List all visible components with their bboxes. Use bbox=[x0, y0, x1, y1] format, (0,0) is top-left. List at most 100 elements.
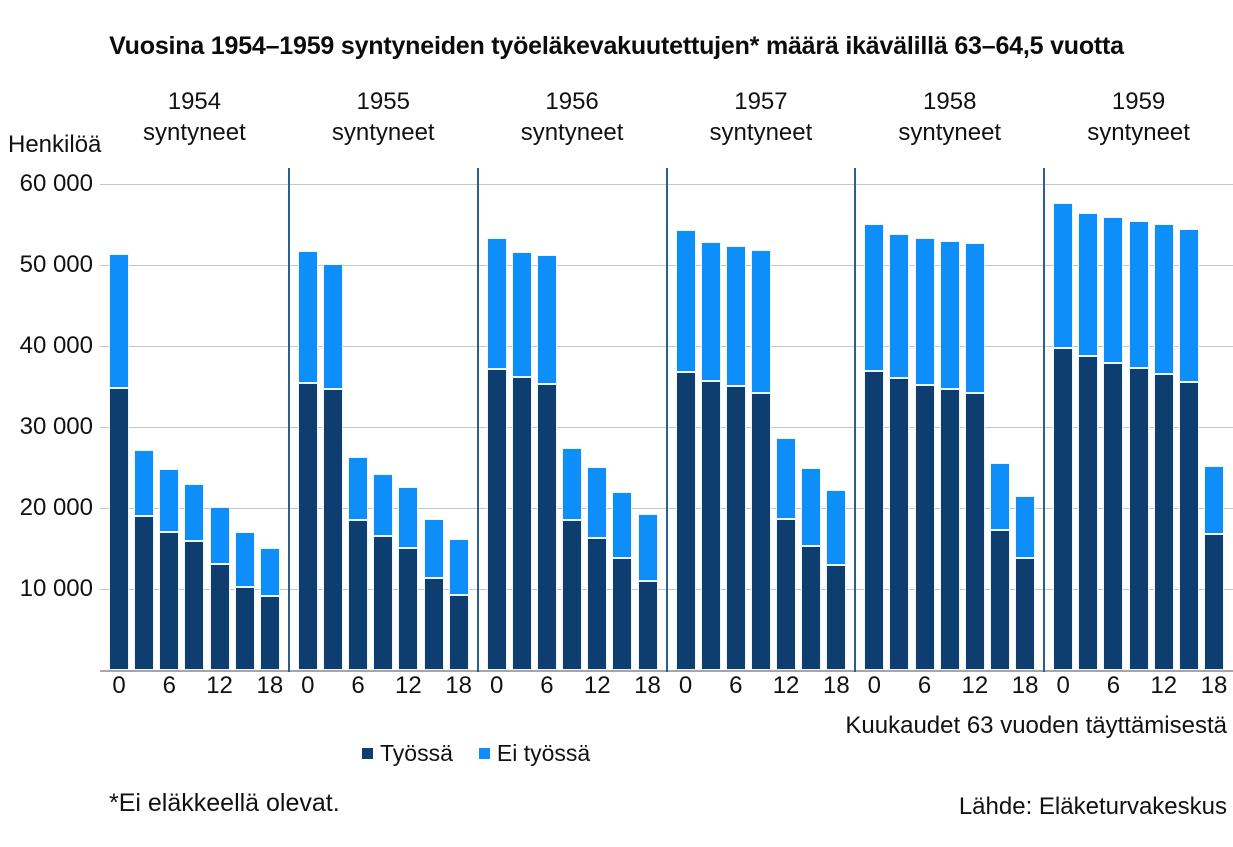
x-tick-label: 6 bbox=[917, 672, 932, 699]
bar-segment-ei-tyossa bbox=[398, 487, 419, 548]
bar-segment-ei-tyossa bbox=[536, 255, 557, 384]
bar-segment-tyossa bbox=[109, 388, 129, 670]
bar-segment-ei-tyossa bbox=[750, 250, 771, 393]
panel-year: 1955 bbox=[356, 88, 410, 115]
x-tick-label: 0 bbox=[678, 672, 693, 699]
legend-label: Työssä bbox=[380, 740, 453, 766]
bar-segment-ei-tyossa bbox=[109, 254, 129, 388]
x-tick-label: 12 bbox=[206, 672, 233, 699]
x-tick-label: 6 bbox=[729, 672, 743, 699]
panel-separator bbox=[665, 168, 668, 672]
bar-segment-tyossa bbox=[159, 532, 180, 670]
bar-segment-tyossa bbox=[1204, 534, 1224, 670]
panel-header: 1956 syntyneet bbox=[478, 86, 667, 148]
bar-segment-tyossa bbox=[134, 516, 155, 670]
x-tick-label: 12 bbox=[583, 672, 611, 699]
bar-segment-ei-tyossa bbox=[864, 224, 885, 371]
bar-segment-ei-tyossa bbox=[914, 238, 935, 385]
bar-segment-tyossa bbox=[864, 371, 885, 670]
bar-segment-tyossa bbox=[612, 558, 633, 670]
bar-segment-tyossa bbox=[637, 581, 658, 670]
bar-segment-ei-tyossa bbox=[1128, 221, 1149, 368]
x-tick-label: 18 bbox=[1200, 672, 1228, 699]
bar-segment-tyossa bbox=[209, 564, 230, 670]
bar-segment-ei-tyossa bbox=[675, 230, 696, 372]
footnote: *Ei eläkkeellä olevat. bbox=[109, 789, 340, 817]
bar-segment-tyossa bbox=[1178, 382, 1199, 670]
bar-segment-ei-tyossa bbox=[1204, 466, 1224, 534]
x-tick-label: 0 bbox=[489, 672, 504, 699]
bar-segment-ei-tyossa bbox=[184, 484, 205, 541]
bar-segment-tyossa bbox=[700, 381, 721, 670]
bar-segment-tyossa bbox=[348, 520, 369, 670]
bar-segment-ei-tyossa bbox=[939, 241, 960, 389]
bar-segment-ei-tyossa bbox=[587, 467, 608, 538]
bar-segment-ei-tyossa bbox=[134, 450, 155, 516]
bar-segment-ei-tyossa bbox=[801, 468, 822, 546]
legend-item: Ei työssä bbox=[478, 740, 591, 767]
panel-header: 1954 syntyneet bbox=[100, 86, 289, 148]
bar-segment-tyossa bbox=[826, 565, 847, 670]
source-credit: Lähde: Eläketurvakeskus bbox=[958, 793, 1227, 820]
x-tick-label: 18 bbox=[822, 672, 850, 699]
bar-segment-ei-tyossa bbox=[373, 474, 394, 536]
bar-segment-ei-tyossa bbox=[637, 514, 658, 581]
bar-segment-tyossa bbox=[373, 536, 394, 670]
bar-segment-tyossa bbox=[398, 548, 419, 670]
y-tick-label: 10 000 bbox=[19, 575, 93, 602]
bar-segment-ei-tyossa bbox=[234, 532, 255, 587]
panel-separator bbox=[476, 168, 479, 672]
x-tick-label: 12 bbox=[1150, 672, 1178, 699]
bar-segment-ei-tyossa bbox=[700, 242, 721, 381]
bar-segment-tyossa bbox=[297, 383, 318, 670]
legend-label: Ei työssä bbox=[496, 740, 591, 766]
panel-year: 1959 bbox=[1111, 88, 1166, 115]
bar-segment-tyossa bbox=[750, 393, 771, 670]
panel-subtitle: syntyneet bbox=[331, 119, 435, 146]
y-tick-label: 50 000 bbox=[19, 251, 93, 278]
bar-segment-tyossa bbox=[562, 520, 583, 670]
bar-segment-tyossa bbox=[1078, 356, 1099, 670]
bar-segment-tyossa bbox=[322, 389, 343, 670]
bar-segment-ei-tyossa bbox=[889, 234, 910, 378]
bar-segment-ei-tyossa bbox=[964, 243, 985, 393]
bar-segment-ei-tyossa bbox=[259, 548, 280, 596]
x-tick-label: 6 bbox=[351, 672, 365, 699]
bar-segment-ei-tyossa bbox=[348, 457, 369, 520]
panel-subtitle: syntyneet bbox=[1087, 119, 1190, 146]
legend-swatch bbox=[362, 748, 373, 759]
x-tick-label: 0 bbox=[867, 672, 881, 699]
y-tick-label: 20 000 bbox=[19, 494, 93, 521]
bar-segment-tyossa bbox=[990, 530, 1011, 670]
bar-segment-ei-tyossa bbox=[990, 463, 1011, 530]
bar-segment-ei-tyossa bbox=[776, 438, 797, 519]
panel-year: 1958 bbox=[923, 88, 977, 115]
bar-segment-ei-tyossa bbox=[448, 539, 469, 595]
bar-segment-tyossa bbox=[1053, 348, 1074, 670]
legend: Työssä Ei työssä bbox=[362, 740, 590, 767]
x-tick-label: 0 bbox=[1056, 672, 1070, 699]
bar-segment-tyossa bbox=[675, 372, 696, 670]
legend-item: Työssä bbox=[362, 740, 453, 767]
x-tick-label: 18 bbox=[1011, 672, 1039, 699]
panel-subtitle: syntyneet bbox=[143, 119, 246, 146]
panel-separator bbox=[287, 168, 290, 672]
x-tick-label: 6 bbox=[540, 672, 554, 699]
legend-swatch bbox=[478, 748, 490, 759]
panel-year: 1954 bbox=[167, 88, 222, 115]
bar-segment-ei-tyossa bbox=[297, 251, 318, 383]
panel-subtitle: syntyneet bbox=[898, 119, 1002, 146]
bar-segment-tyossa bbox=[1128, 368, 1149, 670]
bar-segment-ei-tyossa bbox=[826, 490, 847, 565]
x-tick-label: 18 bbox=[634, 672, 661, 699]
x-tick-label: 12 bbox=[395, 672, 422, 699]
bar-segment-tyossa bbox=[259, 596, 280, 670]
bar-segment-tyossa bbox=[448, 595, 469, 670]
bar-segment-tyossa bbox=[1153, 374, 1174, 670]
bar-segment-ei-tyossa bbox=[486, 238, 507, 369]
bar-segment-tyossa bbox=[1015, 558, 1036, 670]
bar-segment-tyossa bbox=[776, 519, 797, 670]
panel-subtitle: syntyneet bbox=[520, 119, 624, 146]
chart-title: Vuosina 1954–1959 syntyneiden työeläkeva… bbox=[109, 32, 1124, 60]
